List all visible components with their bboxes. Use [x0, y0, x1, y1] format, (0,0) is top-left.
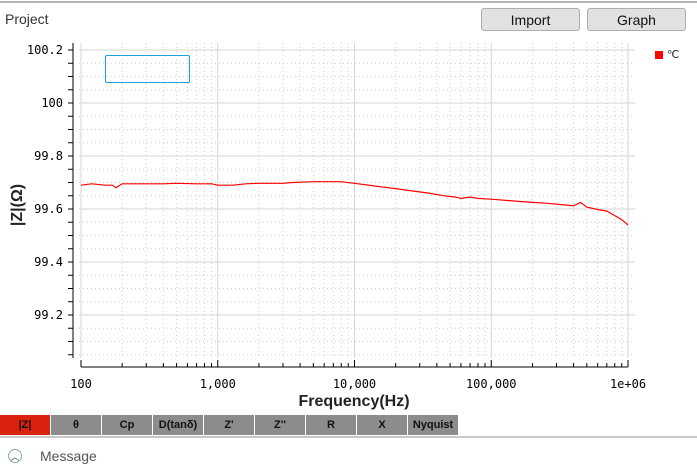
- legend-label: ℃: [667, 49, 680, 61]
- tab-cp[interactable]: Cp: [102, 415, 152, 435]
- project-label: Project: [5, 11, 49, 27]
- y-tick-label: 99.8: [34, 149, 63, 163]
- x-tick-label: 10,000: [333, 377, 376, 391]
- y-tick-label: 99.2: [34, 308, 63, 322]
- divider: [0, 436, 697, 438]
- tab-z-imag[interactable]: Z'': [255, 415, 305, 435]
- legend: ℃: [655, 48, 679, 61]
- x-tick-label: 100: [70, 377, 92, 391]
- top-border: [0, 1, 697, 3]
- import-button[interactable]: Import: [481, 8, 580, 31]
- tab-bar: |Z| θ Cp D(tanδ) Z' Z'' R X Nyquist: [0, 415, 459, 435]
- x-tick-label: 100,000: [466, 377, 517, 391]
- tab-r[interactable]: R: [306, 415, 356, 435]
- y-tick-label: 99.6: [34, 202, 63, 216]
- tab-x[interactable]: X: [357, 415, 407, 435]
- graph-button[interactable]: Graph: [587, 8, 686, 31]
- x-axis-label: Frequency(Hz): [298, 393, 409, 410]
- impedance-chart: 99.2 99.4 99.6 99.8 100 100.2 100 1,000 10,000 10…: [9, 43, 646, 410]
- y-tick-label: 100.2: [27, 43, 63, 57]
- tab-z-real[interactable]: Z': [204, 415, 254, 435]
- series-line: [80, 181, 629, 226]
- y-tick-label: 99.4: [34, 255, 63, 269]
- y-tick-label: 100: [41, 96, 63, 110]
- legend-swatch: [655, 50, 663, 59]
- x-tick-label: 1,000: [200, 377, 236, 391]
- tab-nyquist[interactable]: Nyquist: [408, 415, 458, 435]
- chevron-up-circle-icon[interactable]: ︿: [8, 449, 22, 463]
- tab-z-magnitude[interactable]: |Z|: [0, 415, 50, 435]
- selection-box[interactable]: [105, 55, 190, 83]
- x-tick-label: 1e+06: [610, 377, 646, 391]
- tab-d-tan-delta[interactable]: D(tanδ): [153, 415, 203, 435]
- tab-theta[interactable]: θ: [51, 415, 101, 435]
- message-label[interactable]: Message: [40, 448, 97, 464]
- y-axis-label: |Z|(Ω): [9, 184, 26, 226]
